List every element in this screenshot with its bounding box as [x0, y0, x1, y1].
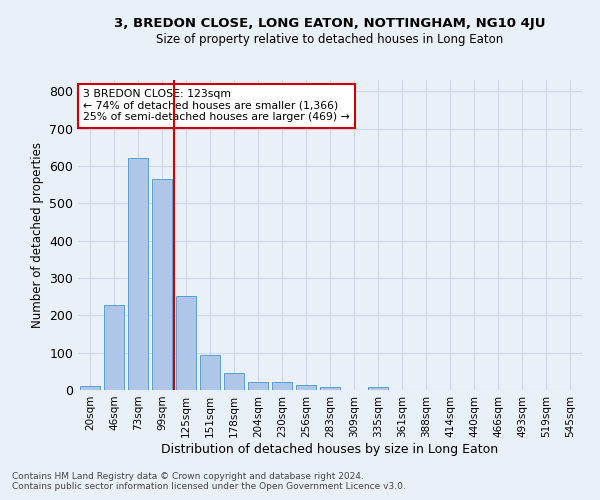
Text: Contains public sector information licensed under the Open Government Licence v3: Contains public sector information licen… [12, 482, 406, 491]
X-axis label: Distribution of detached houses by size in Long Eaton: Distribution of detached houses by size … [161, 442, 499, 456]
Text: 3 BREDON CLOSE: 123sqm
← 74% of detached houses are smaller (1,366)
25% of semi-: 3 BREDON CLOSE: 123sqm ← 74% of detached… [83, 90, 350, 122]
Bar [296, 385, 316, 390]
Text: Contains HM Land Registry data © Crown copyright and database right 2024.: Contains HM Land Registry data © Crown c… [12, 472, 364, 481]
Bar [128, 158, 148, 390]
Bar [248, 382, 268, 390]
Y-axis label: Number of detached properties: Number of detached properties [31, 142, 44, 328]
Bar [224, 373, 244, 390]
Bar [152, 179, 172, 390]
Bar [200, 354, 220, 390]
Bar [176, 296, 196, 390]
Text: 3, BREDON CLOSE, LONG EATON, NOTTINGHAM, NG10 4JU: 3, BREDON CLOSE, LONG EATON, NOTTINGHAM,… [114, 18, 546, 30]
Bar [320, 388, 340, 390]
Bar [104, 305, 124, 390]
Bar [272, 382, 292, 390]
Text: Size of property relative to detached houses in Long Eaton: Size of property relative to detached ho… [157, 32, 503, 46]
Bar [368, 388, 388, 390]
Bar [80, 386, 100, 390]
